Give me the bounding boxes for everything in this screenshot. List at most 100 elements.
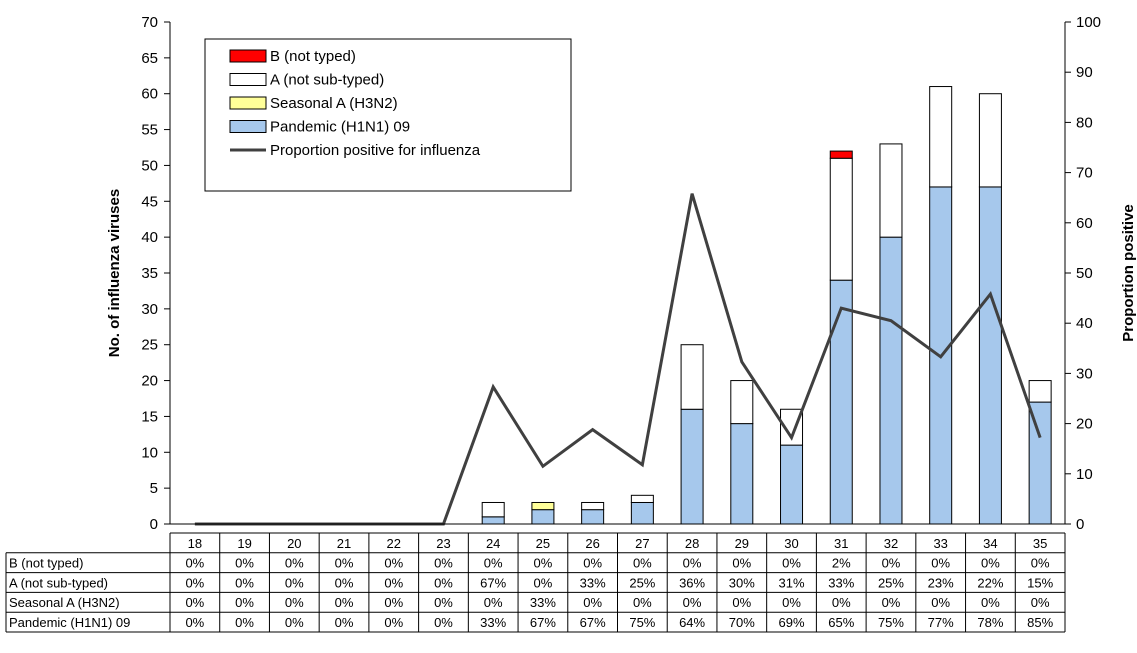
x-tick-label: 25 (536, 536, 550, 551)
axes: 0 5 10 15 20 25 30 35 40 45 50 55 60 65 70 0 10 20 30 40 50 6… (106, 14, 1137, 533)
x-tick-label: 24 (486, 536, 500, 551)
y-tick-label: 70 (141, 14, 158, 31)
x-tick-label: 19 (237, 536, 251, 551)
bar-segment (780, 408, 804, 446)
table-cell: 31% (779, 575, 805, 590)
bar-segment (531, 509, 555, 525)
table-cell: 0% (285, 615, 304, 630)
x-tick-label: 30 (784, 536, 798, 551)
bar-segment (581, 509, 605, 525)
x-tick-label: 23 (436, 536, 450, 551)
y-tick-label: 35 (141, 265, 158, 282)
table-cell: 25% (878, 575, 904, 590)
bar-segment (829, 157, 853, 281)
table-cell: 0% (1031, 595, 1050, 610)
table-cell: 0% (384, 595, 403, 610)
table-cell: 33% (530, 595, 556, 610)
table-cell: 70% (729, 615, 755, 630)
table-cell: 0% (782, 556, 801, 571)
table-cell: 0% (185, 556, 204, 571)
y-tick-label: 30 (141, 301, 158, 318)
table-cell: 25% (629, 575, 655, 590)
table-cell: 0% (285, 595, 304, 610)
x-tick-label: 35 (1033, 536, 1047, 551)
y-tick-label: 15 (141, 408, 158, 425)
y-axis-right-title: Proportion positive (1120, 204, 1137, 342)
y-right-tick-label: 60 (1076, 215, 1093, 232)
y-tick-label: 20 (141, 373, 158, 390)
legend-swatch (229, 73, 267, 86)
y-tick-label: 65 (141, 50, 158, 67)
table-cell: 0% (534, 575, 553, 590)
y-tick-label: 60 (141, 86, 158, 103)
table-cell: 0% (1031, 556, 1050, 571)
table-cell: 0% (484, 556, 503, 571)
table-cell: 0% (335, 556, 354, 571)
x-tick-label: 31 (834, 536, 848, 551)
legend-label: Seasonal A (H3N2) (270, 95, 398, 112)
y-tick-label: 55 (141, 122, 158, 139)
x-tick-label: 33 (933, 536, 947, 551)
x-tick-label: 34 (983, 536, 997, 551)
bar-segment (1028, 380, 1052, 403)
y-tick-label: 10 (141, 444, 158, 461)
table-cell: 0% (335, 575, 354, 590)
bar-segment (1028, 401, 1052, 525)
bar-segment (531, 501, 555, 511)
legend-box (204, 38, 572, 192)
bar-segment (929, 86, 953, 188)
y-tick-label: 5 (150, 480, 158, 497)
table-cell: 22% (977, 575, 1003, 590)
bar-segment (978, 93, 1002, 188)
bar-segment (680, 344, 704, 410)
legend-label: Pandemic (H1N1) 09 (270, 119, 410, 136)
table-cell: 0% (185, 595, 204, 610)
table-row-label: Pandemic (H1N1) 09 (9, 615, 130, 630)
table-cell: 0% (185, 575, 204, 590)
table-cell: 0% (384, 556, 403, 571)
bar-segment (581, 501, 605, 511)
y-right-tick-label: 80 (1076, 114, 1093, 131)
y-right-tick-label: 40 (1076, 315, 1093, 332)
table-cell: 23% (928, 575, 954, 590)
legend-label: B (not typed) (270, 48, 356, 65)
table-cell: 0% (782, 595, 801, 610)
table-cell: 0% (732, 595, 751, 610)
table-cell: 75% (878, 615, 904, 630)
y-tick-label: 50 (141, 157, 158, 174)
y-tick-label: 40 (141, 229, 158, 246)
legend-label: Proportion positive for influenza (270, 142, 481, 159)
table-cell: 0% (882, 556, 901, 571)
table-cell: 0% (384, 575, 403, 590)
table-cell: 0% (235, 615, 254, 630)
y-right-tick-label: 0 (1076, 516, 1084, 533)
table-cell: 77% (928, 615, 954, 630)
x-tick-label: 27 (635, 536, 649, 551)
table-cell: 0% (633, 556, 652, 571)
table-cell: 0% (434, 556, 453, 571)
table-cell: 67% (480, 575, 506, 590)
table-cell: 0% (235, 575, 254, 590)
table-cell: 0% (882, 595, 901, 610)
y-right-tick-label: 90 (1076, 64, 1093, 81)
table-cell: 0% (185, 615, 204, 630)
table-cell: 0% (534, 556, 553, 571)
table-cell: 15% (1027, 575, 1053, 590)
table-cell: 0% (235, 595, 254, 610)
y-tick-label: 0 (150, 516, 158, 533)
table-cell: 0% (683, 595, 702, 610)
table-cell: 0% (484, 595, 503, 610)
table-row-label: A (not sub-typed) (9, 575, 108, 590)
x-tick-label: 26 (585, 536, 599, 551)
x-tick-label: 22 (387, 536, 401, 551)
legend-swatch (229, 96, 267, 110)
y-right-tick-label: 30 (1076, 365, 1093, 382)
table-cell: 0% (285, 556, 304, 571)
table-cell: 65% (828, 615, 854, 630)
table-cell: 0% (633, 595, 652, 610)
y-axis-title: No. of influenza viruses (106, 189, 123, 357)
table-cell: 0% (931, 595, 950, 610)
y-right-tick-label: 10 (1076, 466, 1093, 483)
proportion-line-layer (194, 193, 1042, 526)
x-tick-label: 18 (188, 536, 202, 551)
